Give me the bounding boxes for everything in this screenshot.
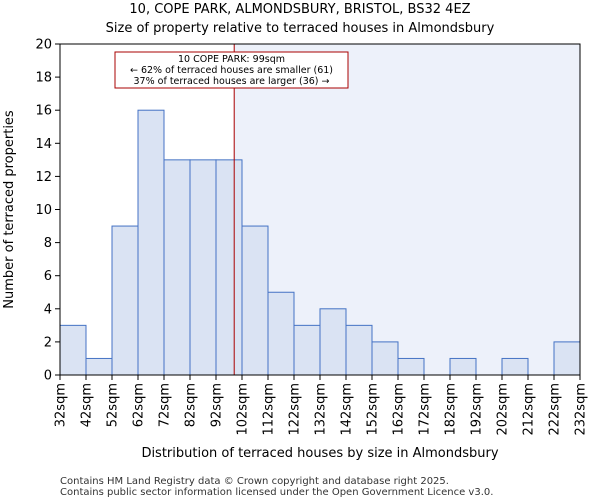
- annotation-line-3: 37% of terraced houses are larger (36) →: [134, 76, 330, 87]
- y-axis-label: Number of terraced properties: [2, 110, 17, 309]
- bar-102sqm: [241, 225, 269, 376]
- bar-62sqm: [137, 109, 165, 376]
- x-tick-label: 52sqm: [106, 383, 121, 427]
- bar-132sqm: [319, 308, 347, 376]
- x-tick-label: 182sqm: [444, 383, 459, 436]
- bar-182sqm: [449, 357, 477, 376]
- bar-152sqm: [371, 341, 399, 376]
- y-tick-label: 20: [35, 38, 52, 53]
- footer-line-1: Contains HM Land Registry data © Crown c…: [60, 476, 449, 487]
- bar-122sqm: [293, 324, 321, 376]
- bar-52sqm: [111, 225, 139, 376]
- y-tick-label: 18: [35, 71, 52, 86]
- bar-92sqm: [215, 159, 243, 376]
- bar-72sqm: [163, 159, 191, 376]
- bar-32sqm: [59, 324, 87, 376]
- x-tick-label: 222sqm: [548, 383, 563, 436]
- bar-222sqm: [553, 341, 581, 376]
- y-tick-label: 14: [35, 137, 52, 152]
- x-tick-label: 62sqm: [132, 383, 147, 427]
- x-tick-label: 162sqm: [392, 383, 407, 436]
- x-tick-label: 112sqm: [262, 383, 277, 436]
- x-tick-label: 232sqm: [574, 383, 589, 436]
- x-tick-label: 202sqm: [496, 383, 511, 436]
- y-tick-label: 16: [35, 104, 52, 119]
- y-tick-label: 10: [35, 203, 52, 218]
- annotation-line-2: ← 62% of terraced houses are smaller (61…: [130, 65, 333, 76]
- y-tick-label: 4: [44, 302, 52, 317]
- x-tick-label: 192sqm: [470, 383, 485, 436]
- bar-82sqm: [189, 159, 217, 376]
- y-tick-label: 12: [35, 170, 52, 185]
- y-tick-label: 6: [44, 269, 52, 284]
- bars-group: [59, 109, 581, 376]
- x-tick-label: 92sqm: [210, 383, 225, 427]
- x-tick-label: 122sqm: [288, 383, 303, 436]
- x-tick-label: 72sqm: [158, 383, 173, 427]
- x-tick-label: 82sqm: [184, 383, 199, 427]
- bar-42sqm: [85, 357, 113, 376]
- x-tick-label: 152sqm: [366, 383, 381, 436]
- x-tick-label: 142sqm: [340, 383, 355, 436]
- footer-line-2: Contains public sector information licen…: [60, 487, 493, 498]
- bar-162sqm: [397, 357, 425, 376]
- annotation-border: [114, 51, 349, 89]
- y-tick-label: 2: [44, 335, 52, 350]
- annotation-line-1: 10 COPE PARK: 99sqm: [178, 54, 285, 65]
- x-tick-label: 102sqm: [236, 383, 251, 436]
- annotation-box: 10 COPE PARK: 99sqm ← 62% of terraced ho…: [114, 51, 349, 89]
- x-tick-label: 172sqm: [418, 383, 433, 436]
- x-axis: 32sqm 42sqm 52sqm 62sqm 72sqm 82sqm 92sqm 102sq…: [54, 375, 589, 436]
- chart-title: 10, COPE PARK, ALMONDSBURY, BRISTOL, BS3…: [129, 2, 470, 17]
- y-tick-label: 8: [44, 236, 52, 251]
- bar-202sqm: [501, 357, 529, 376]
- x-tick-label: 212sqm: [522, 383, 537, 436]
- y-axis: 0 2 4 6 8 10 12 14 16 18 20: [35, 38, 60, 384]
- y-tick-label: 0: [44, 369, 52, 384]
- x-tick-label: 42sqm: [80, 383, 95, 427]
- x-tick-label: 32sqm: [54, 383, 69, 427]
- bar-112sqm: [267, 291, 295, 376]
- bar-142sqm: [345, 324, 373, 376]
- chart-subtitle: Size of property relative to terraced ho…: [106, 21, 495, 36]
- x-tick-label: 132sqm: [314, 383, 329, 436]
- x-axis-label: Distribution of terraced houses by size …: [141, 446, 498, 461]
